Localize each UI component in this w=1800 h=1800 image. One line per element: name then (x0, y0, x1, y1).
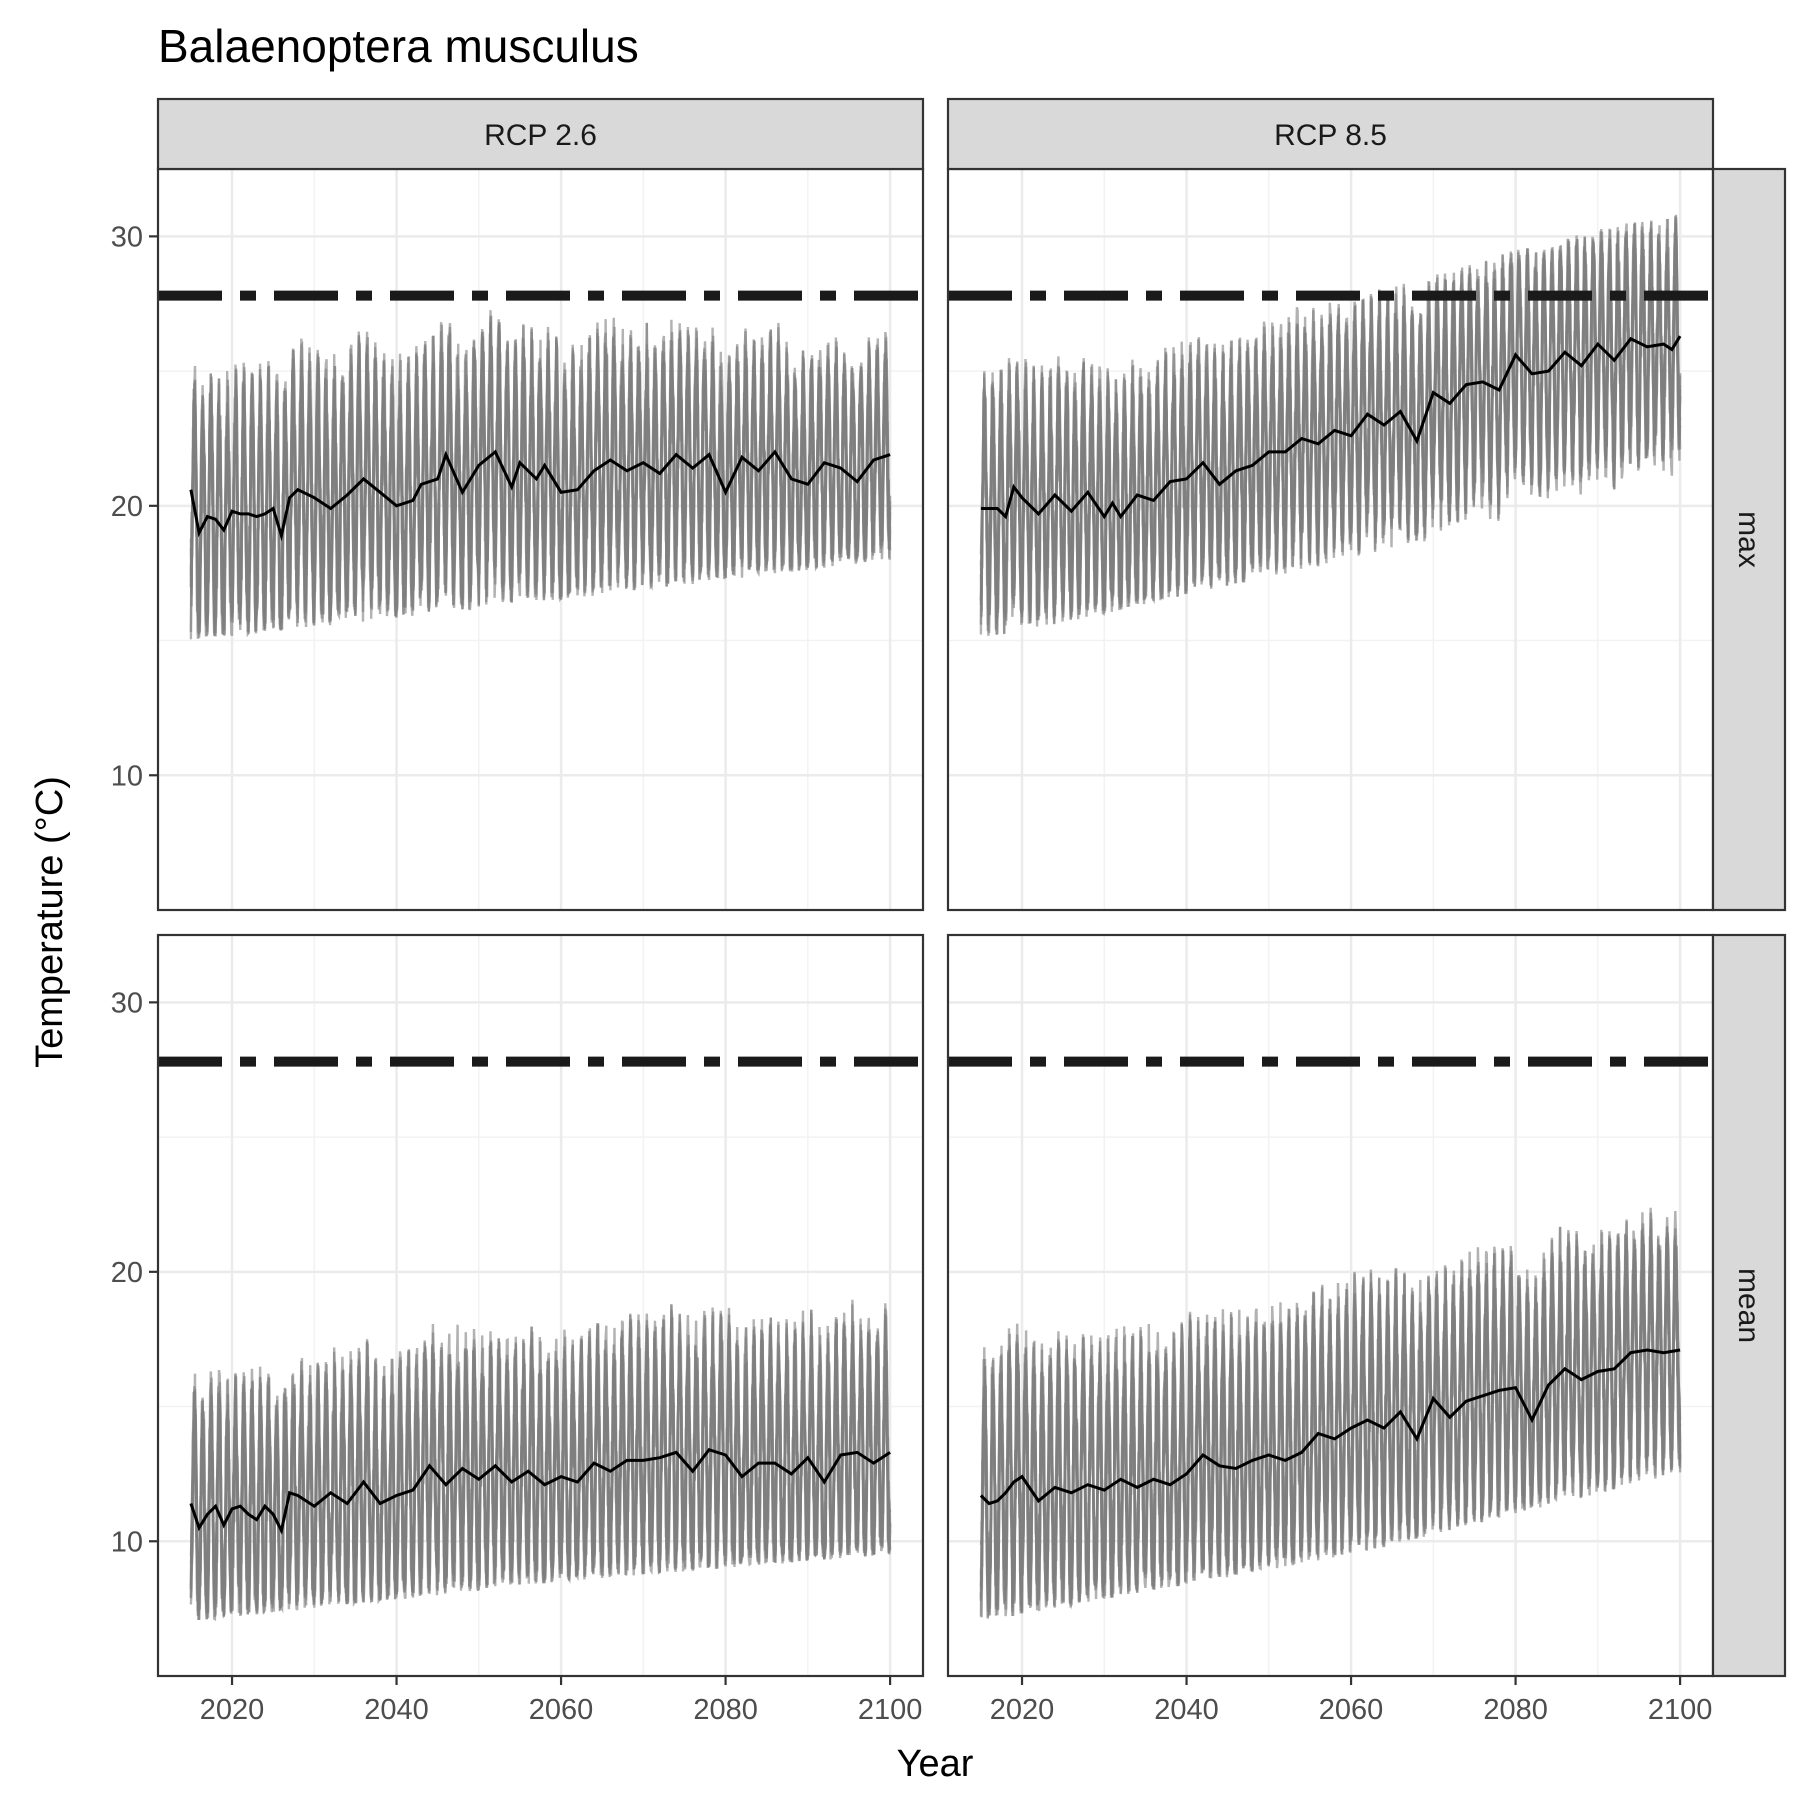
mean-series-line (979, 1348, 1681, 1506)
row-strip-label: mean (1732, 1268, 1765, 1343)
x-tick-label: 2020 (990, 1694, 1055, 1726)
x-tick-label: 2040 (1154, 1694, 1219, 1726)
row-strip (1711, 167, 1787, 912)
x-tick-label: 2100 (858, 1694, 923, 1726)
x-tick-label: 2020 (200, 1694, 265, 1726)
x-tick-label: 2080 (693, 1694, 758, 1726)
y-tick-label: 20 (111, 491, 143, 523)
panel-data (158, 290, 923, 640)
facet-strips: RCP 2.6 RCP 8.5 max mean (156, 97, 1787, 1678)
column-strip-label: RCP 2.6 (484, 119, 597, 152)
panel-frames (156, 167, 1715, 1678)
column-strip-label: RCP 8.5 (1274, 119, 1387, 152)
row-strip (1711, 933, 1787, 1678)
x-tick-label: 2100 (1648, 1694, 1713, 1726)
y-axis-title: Temperature (°C) (29, 776, 71, 1068)
y-tick-label: 10 (111, 760, 143, 792)
mean-series-line (189, 1447, 891, 1535)
x-tick-label: 2060 (1319, 1694, 1384, 1726)
panel-data (948, 214, 1713, 636)
mean-series-line (980, 335, 1682, 520)
chart-title: Balaenoptera musculus (158, 20, 639, 72)
y-tick-label: 30 (111, 987, 143, 1019)
ensemble-member-line (979, 1207, 1682, 1616)
row-strip-label: max (1732, 511, 1765, 568)
axis-ticks: 10 20 30 10 20 30 2020 2040 2060 2080 2100 2020 2040… (111, 221, 1713, 1726)
data-layer (158, 214, 1713, 1622)
x-tick-label: 2040 (364, 1694, 429, 1726)
x-axis-title: Year (897, 1743, 974, 1785)
ensemble-member-line (189, 1318, 892, 1621)
mean-series-line (189, 449, 891, 542)
column-strip (946, 97, 1715, 171)
column-strip (156, 97, 925, 171)
x-tick-label: 2060 (529, 1694, 594, 1726)
y-tick-label: 10 (111, 1526, 143, 1558)
panel-data (948, 1056, 1713, 1619)
ensemble-member-line (189, 315, 892, 638)
ensemble-member-line (979, 221, 1682, 635)
y-tick-label: 20 (111, 1257, 143, 1289)
y-tick-label: 30 (111, 221, 143, 253)
x-tick-label: 2080 (1483, 1694, 1548, 1726)
panel-data (158, 1056, 923, 1622)
panel-border (156, 933, 925, 1678)
